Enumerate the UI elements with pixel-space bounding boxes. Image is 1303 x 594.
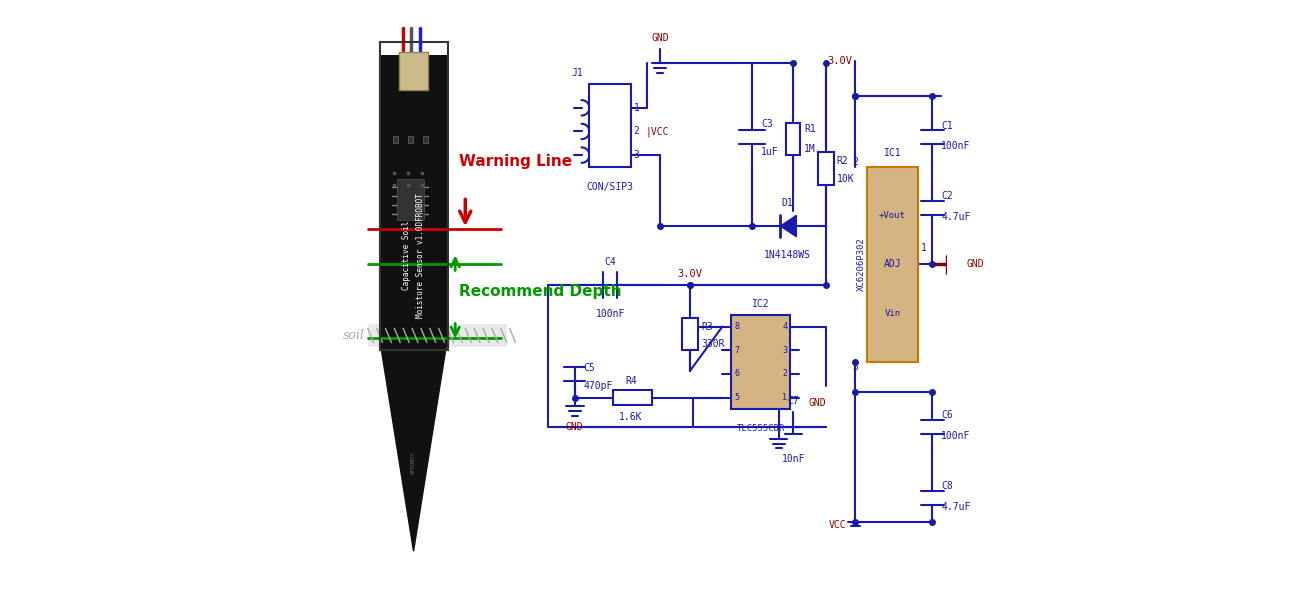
FancyBboxPatch shape (396, 179, 423, 220)
Text: 4.7uF: 4.7uF (941, 212, 971, 222)
FancyBboxPatch shape (379, 55, 447, 345)
Text: 10nF: 10nF (782, 454, 805, 464)
FancyBboxPatch shape (399, 52, 429, 90)
Text: 1: 1 (920, 243, 926, 252)
FancyBboxPatch shape (683, 318, 697, 350)
Text: 1M: 1M (804, 144, 816, 154)
Text: C1: C1 (941, 121, 952, 131)
Text: 100nF: 100nF (595, 309, 625, 319)
Text: 3: 3 (852, 362, 859, 372)
Text: J1: J1 (572, 68, 584, 78)
FancyBboxPatch shape (367, 324, 507, 347)
Text: C5: C5 (584, 363, 595, 373)
Text: R3: R3 (702, 321, 714, 331)
Text: GND: GND (808, 399, 826, 409)
Polygon shape (379, 339, 447, 551)
Text: C2: C2 (941, 191, 952, 201)
Text: C8: C8 (941, 481, 952, 491)
Text: 3: 3 (783, 346, 787, 355)
Text: 3.0V: 3.0V (827, 55, 852, 65)
Text: D1: D1 (782, 198, 794, 208)
Text: 4.7uF: 4.7uF (941, 502, 971, 512)
FancyBboxPatch shape (868, 167, 917, 362)
FancyBboxPatch shape (423, 136, 427, 143)
Text: 2: 2 (852, 157, 859, 167)
Text: IC2: IC2 (752, 299, 770, 309)
Text: 1.6K: 1.6K (619, 412, 642, 422)
Text: 100nF: 100nF (941, 141, 971, 151)
Text: 470pF: 470pF (584, 381, 612, 391)
Text: XC6206P302: XC6206P302 (857, 238, 866, 292)
Text: 1: 1 (783, 393, 787, 402)
FancyBboxPatch shape (356, 1, 524, 593)
Text: 3.0V: 3.0V (678, 269, 702, 279)
Text: |VCC: |VCC (645, 126, 668, 137)
Text: GND: GND (566, 422, 584, 432)
Text: R1: R1 (804, 124, 816, 134)
Text: ADJ: ADJ (883, 260, 902, 270)
Text: 4: 4 (783, 322, 787, 331)
Text: 1N4148WS: 1N4148WS (764, 249, 810, 260)
Text: 7: 7 (735, 346, 739, 355)
Text: Recommend Depth: Recommend Depth (460, 283, 622, 299)
Text: GND: GND (652, 33, 670, 43)
Text: Capacitive Soil
Moisture Sensor v1.0DFROBOT: Capacitive Soil Moisture Sensor v1.0DFRO… (401, 193, 425, 318)
Text: 3: 3 (633, 150, 640, 160)
Text: C4: C4 (605, 257, 616, 267)
FancyBboxPatch shape (731, 315, 791, 409)
Text: TLC555CDR: TLC555CDR (736, 424, 786, 433)
FancyBboxPatch shape (786, 122, 800, 155)
Text: 1: 1 (633, 103, 640, 113)
Text: +Vout: +Vout (880, 211, 906, 220)
Text: Warning Line: Warning Line (460, 153, 572, 169)
Text: 6: 6 (735, 369, 739, 378)
Text: 10K: 10K (837, 174, 855, 184)
Text: CON/SIP3: CON/SIP3 (586, 182, 633, 192)
Text: 1uF: 1uF (761, 147, 778, 157)
Text: C6: C6 (941, 410, 952, 420)
Text: GND: GND (967, 260, 984, 270)
Text: 330R: 330R (702, 339, 726, 349)
Text: R2: R2 (837, 156, 848, 166)
Text: R4: R4 (625, 375, 637, 386)
Text: Vin: Vin (885, 309, 900, 318)
Text: IC1: IC1 (883, 148, 902, 158)
Text: VCC: VCC (829, 520, 847, 530)
Text: 5: 5 (735, 393, 739, 402)
FancyBboxPatch shape (614, 390, 652, 405)
Text: DFROBOT: DFROBOT (410, 451, 416, 474)
FancyBboxPatch shape (394, 136, 397, 143)
FancyBboxPatch shape (589, 84, 631, 167)
Text: 2: 2 (633, 127, 640, 137)
Text: 100nF: 100nF (941, 431, 971, 441)
Text: 8: 8 (735, 322, 739, 331)
FancyBboxPatch shape (408, 136, 413, 143)
Text: 2: 2 (783, 369, 787, 378)
Text: soil: soil (343, 329, 365, 342)
Polygon shape (780, 216, 796, 236)
Text: C3: C3 (761, 118, 773, 128)
Text: C7: C7 (787, 396, 799, 406)
FancyBboxPatch shape (818, 152, 834, 185)
